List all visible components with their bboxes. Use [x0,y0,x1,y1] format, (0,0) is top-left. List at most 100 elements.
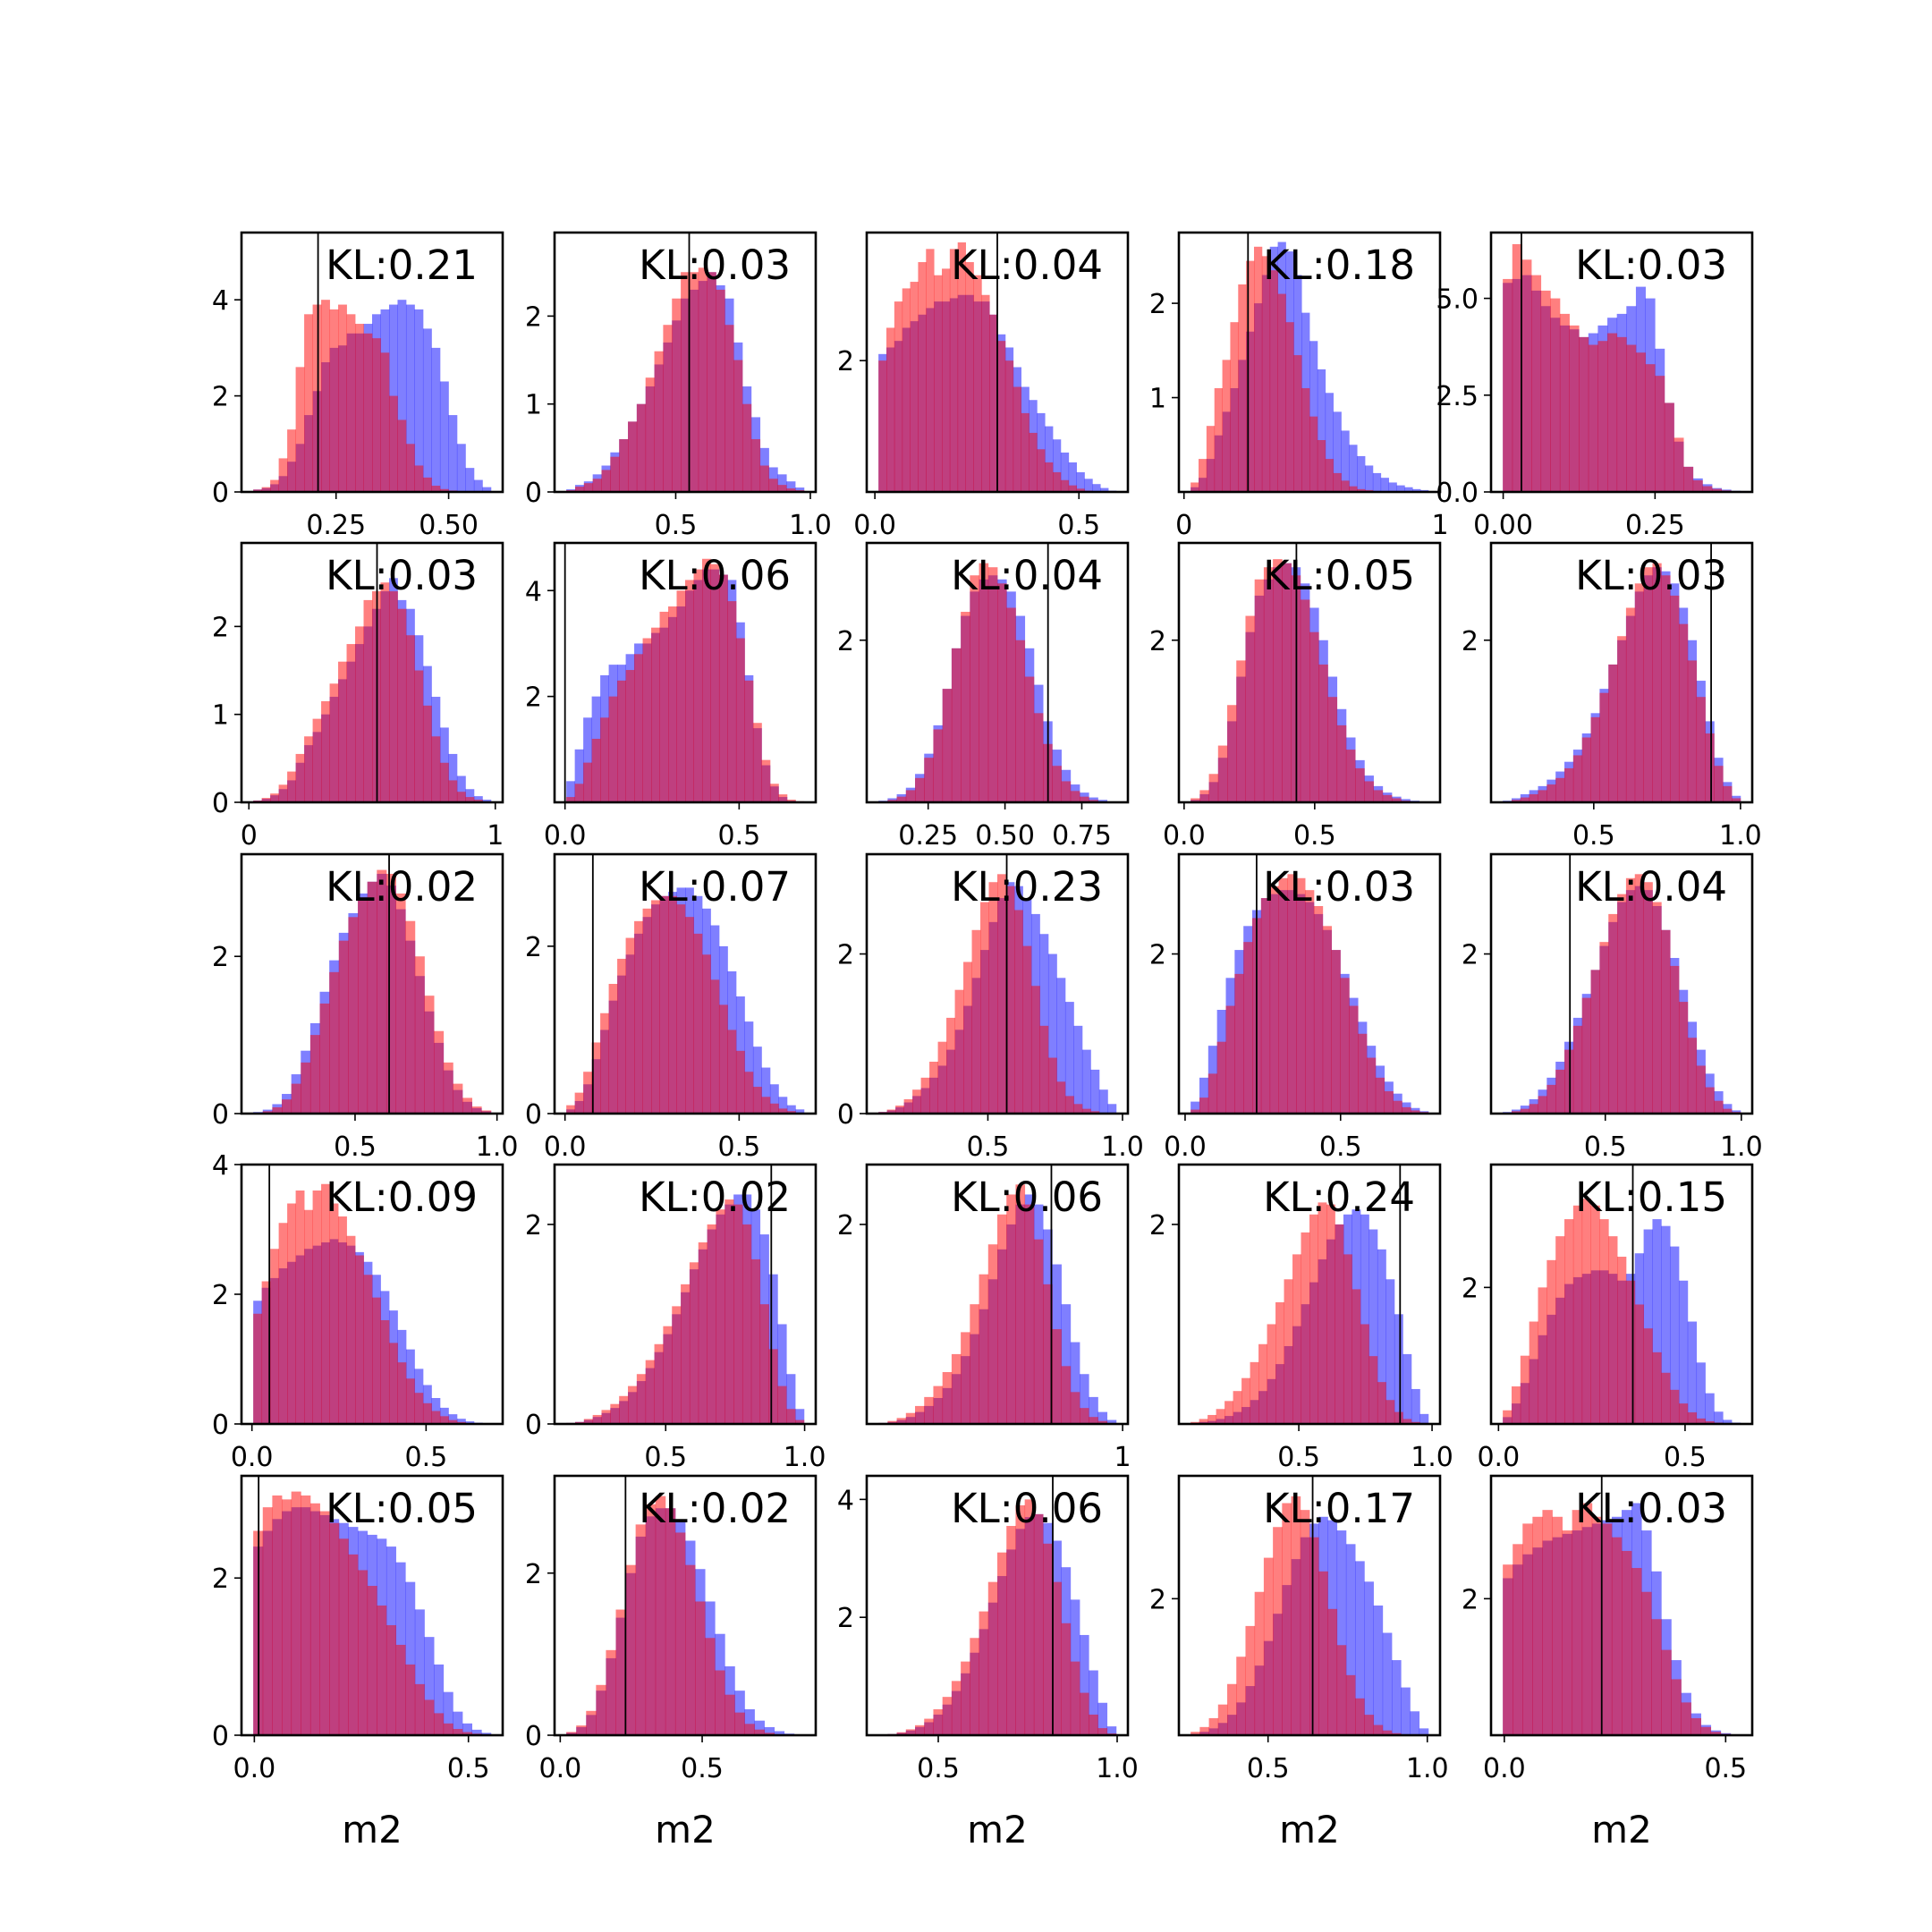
blue-bar [1341,430,1350,492]
red-bar [606,1649,616,1735]
kl-divergence-label: KL:0.09 [326,1174,478,1221]
red-bar [695,1601,706,1735]
red-bar [1522,1523,1533,1735]
blue-bar [471,1729,482,1735]
red-bar [304,1209,313,1424]
red-bar [601,470,611,492]
red-bar [1590,716,1600,802]
subplot-8: 2 0.25 0.50 0.75 KL:0.04 [837,541,1130,852]
x-tick-label: 0.50 [975,820,1035,852]
red-bar [689,1262,699,1424]
y-tick-label: 2 [525,1559,542,1590]
red-bar [761,1097,771,1114]
red-bar [1278,877,1288,1114]
red-bar [1366,1057,1377,1114]
red-bar [424,996,435,1114]
red-bar [261,798,271,802]
blue-bar [1199,1077,1209,1114]
red-bar [1531,275,1542,492]
red-bar [685,1564,696,1735]
red-bar [1260,898,1271,1114]
red-bar [363,333,373,492]
red-bar [1643,1328,1653,1424]
red-bar [1282,563,1292,802]
red-bar [1402,1106,1411,1114]
red-bar [619,439,629,492]
red-bar [1503,1564,1513,1735]
red-bar [665,1508,676,1735]
red-bar [733,1204,743,1424]
red-bar [377,869,387,1114]
blue-bar [566,781,576,802]
x-tick-label: 0 [241,820,258,852]
red-bar [615,1609,626,1735]
blue-bar [465,789,475,802]
red-bar [1687,660,1698,802]
x-tick-label: 0.25 [306,510,366,541]
blue-bar [1047,953,1057,1114]
red-bar [1661,575,1671,802]
red-bar [1590,1205,1600,1424]
red-bar [1300,1510,1310,1735]
red-bar [894,301,903,492]
blue-bar [1068,462,1077,492]
blue-bar [1652,1219,1662,1424]
subplot-9: 2 0.0 0.5 KL:0.05 [1149,541,1442,852]
blue-bar [1678,1280,1689,1424]
red-bar [979,1611,989,1735]
red-bar [768,479,778,492]
blue-bar [1382,1632,1393,1735]
blue-bar [1056,978,1066,1114]
red-bar [574,487,585,492]
blue-bar [1373,1606,1384,1735]
x-tick-label: 0.5 [1293,820,1336,852]
red-bar [973,275,982,492]
red-bar [1199,1726,1209,1735]
y-tick-label: 2 [212,612,229,643]
blue-bar [1714,1411,1724,1424]
kl-divergence-label: KL:0.04 [951,552,1103,599]
red-bar [1550,298,1561,492]
red-bar [1245,1625,1256,1735]
red-bar [1029,432,1038,492]
red-bar [795,1419,805,1424]
red-bar [942,1372,953,1424]
red-bar [1216,1041,1226,1114]
blue-bar [1100,487,1109,492]
kl-divergence-label: KL:0.07 [639,863,791,911]
blue-bar [439,381,449,492]
blue-bar [482,487,492,492]
axes-frame [1489,541,1754,804]
blue-bar [448,753,458,802]
blue-bar [1073,1025,1083,1114]
red-bar [1309,1214,1318,1424]
blue-bar [1402,1353,1412,1424]
x-axis-label: m2 [967,1808,1028,1852]
blue-bar [424,1637,435,1735]
red-bar [628,421,638,492]
axes-frame [240,1474,504,1737]
red-bar [1318,664,1328,802]
red-bar [1671,1679,1682,1735]
red-bar [754,1729,765,1735]
red-bar [1394,1411,1403,1424]
blue-bar [1419,1728,1429,1735]
y-tick-label: 0.0 [1436,478,1479,509]
red-bar [1700,1726,1712,1735]
x-axis-label: m2 [1279,1808,1340,1852]
red-bar [600,1013,609,1114]
y-tick-label: 2 [837,626,854,657]
red-bar [1540,290,1551,492]
red-bar [1024,1499,1035,1735]
red-bar [1572,1510,1583,1735]
blue-bar [1412,488,1421,492]
red-bar [348,1554,359,1735]
red-bar [634,920,643,1114]
red-bar [707,1224,716,1424]
red-bar [674,1532,686,1735]
red-bar [1301,388,1310,492]
red-bar [1364,1715,1374,1735]
red-bar [979,563,989,802]
red-bar [625,937,635,1114]
red-bar [1089,1714,1098,1735]
